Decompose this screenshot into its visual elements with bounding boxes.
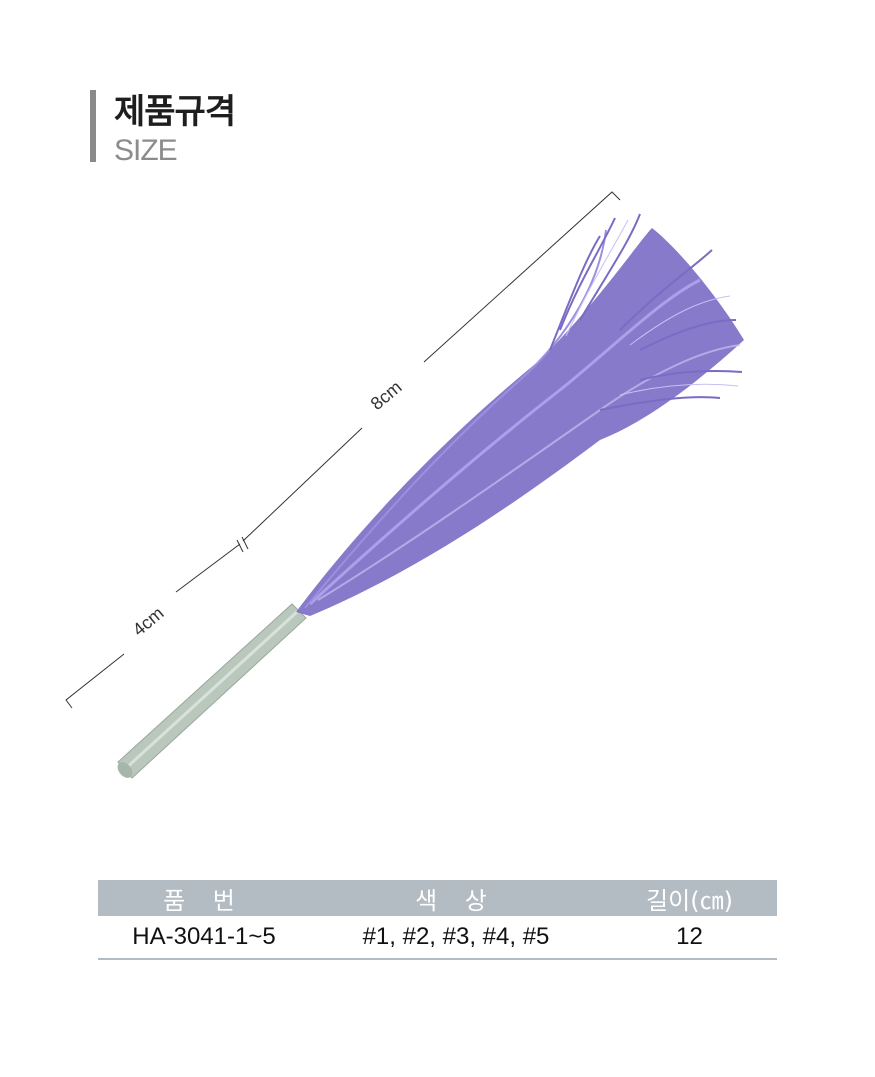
page-title: 제품규격: [114, 92, 236, 132]
dimension-label-handle: 4cm: [129, 603, 168, 640]
dimension-break-a: [236, 539, 244, 553]
header-length: 길이(㎝): [602, 880, 777, 916]
cell-product-code: HA-3041-1~5: [98, 916, 310, 960]
lure-tinsel: [296, 213, 744, 616]
dimension-line-handle: [65, 653, 125, 709]
spec-table: 품 번 색 상 길이(㎝) HA-3041-1~5 #1, #2, #3, #4…: [98, 880, 777, 960]
header-color: 색 상: [310, 880, 602, 916]
dimension-line-handle-upper: [175, 543, 241, 593]
dimension-line-total: [242, 427, 363, 542]
header-product-code: 품 번: [98, 880, 310, 916]
heading-accent-bar: [90, 90, 96, 162]
table-row: HA-3041-1~5 #1, #2, #3, #4, #5 12: [98, 916, 777, 960]
table-header-row: 품 번 색 상 길이(㎝): [98, 880, 777, 916]
lure-handle: [117, 603, 307, 779]
dimension-break-b: [241, 536, 249, 550]
dimension-label-total: 8cm: [367, 377, 406, 414]
product-figure: 8cm 4cm: [65, 191, 744, 779]
cell-length: 12: [602, 916, 777, 960]
page-subtitle: SIZE: [114, 134, 178, 167]
cell-color: #1, #2, #3, #4, #5: [310, 916, 602, 960]
dimension-line-total-upper: [423, 191, 621, 363]
dimension-lines: [65, 191, 621, 709]
